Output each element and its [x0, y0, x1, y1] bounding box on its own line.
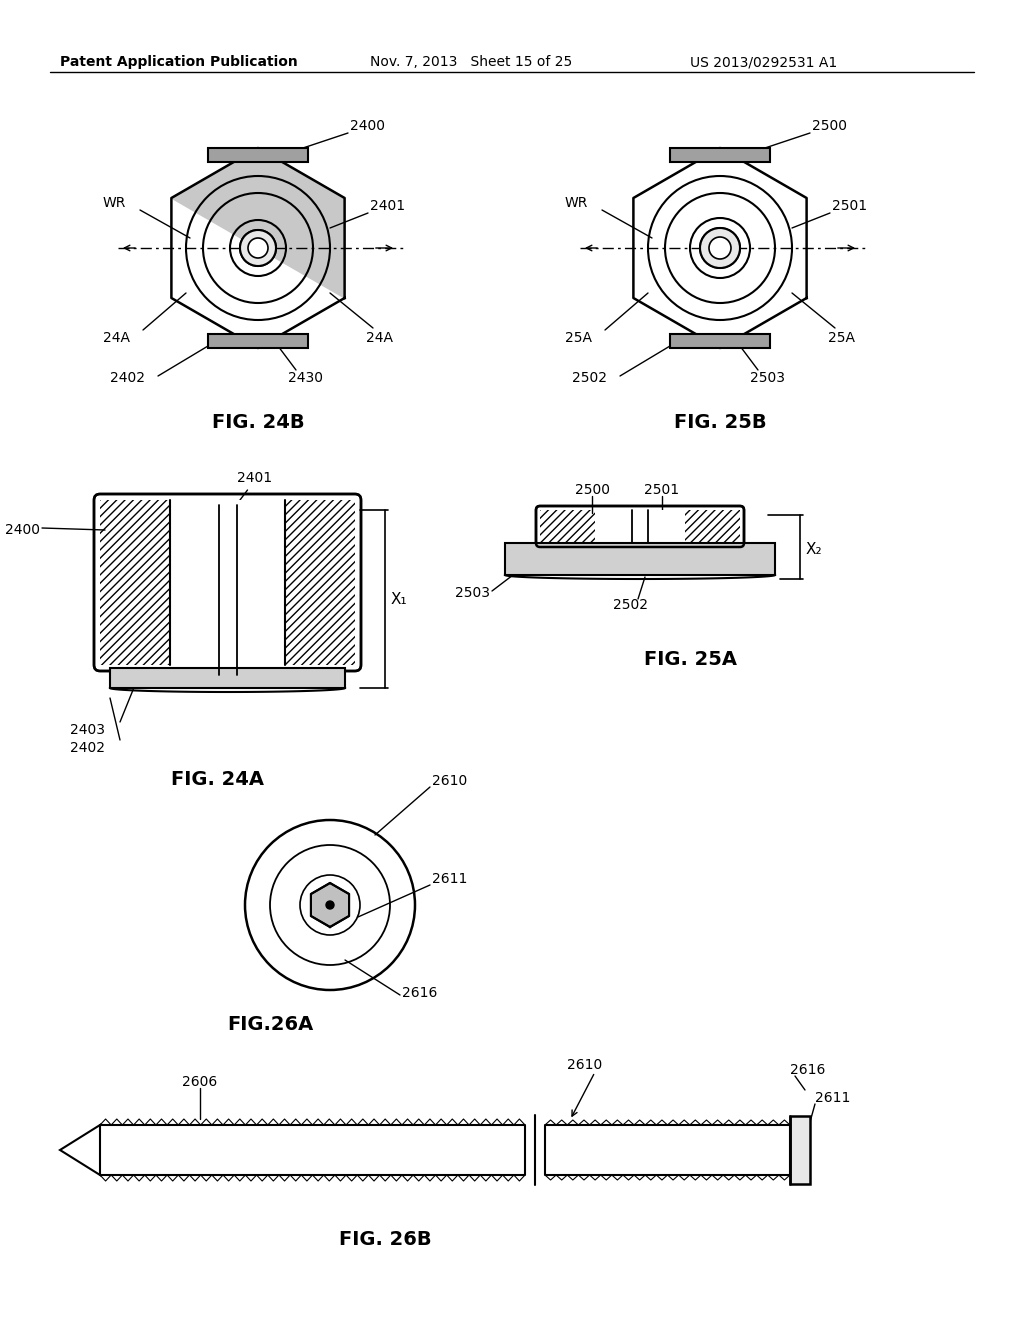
Text: FIG. 25B: FIG. 25B [674, 413, 766, 432]
Polygon shape [171, 148, 345, 298]
Text: 2606: 2606 [182, 1074, 218, 1089]
Text: 2501: 2501 [644, 483, 680, 498]
Text: WR: WR [565, 195, 589, 210]
Text: 2500: 2500 [574, 483, 609, 498]
Polygon shape [790, 1115, 810, 1184]
Text: 2616: 2616 [402, 986, 437, 1001]
Text: X₁: X₁ [391, 593, 408, 607]
Text: 2611: 2611 [815, 1092, 850, 1105]
Text: X₂: X₂ [806, 543, 822, 557]
Text: FIG.26A: FIG.26A [227, 1015, 313, 1034]
Bar [285, 500, 355, 665]
Circle shape [700, 228, 740, 268]
Text: 2502: 2502 [572, 371, 607, 385]
Circle shape [240, 230, 276, 267]
Polygon shape [60, 1125, 100, 1175]
Bar [100, 500, 170, 665]
Text: 2400: 2400 [350, 119, 385, 133]
Text: 2501: 2501 [831, 199, 867, 213]
Text: 2610: 2610 [567, 1059, 603, 1072]
Text: FIG. 24A: FIG. 24A [171, 770, 264, 789]
Text: 25A: 25A [565, 331, 592, 345]
Bar [685, 510, 740, 543]
Text: 24A: 24A [103, 331, 130, 345]
Text: 2503: 2503 [455, 586, 490, 601]
FancyBboxPatch shape [94, 494, 361, 671]
Text: US 2013/0292531 A1: US 2013/0292531 A1 [690, 55, 838, 69]
Text: 2430: 2430 [288, 371, 323, 385]
FancyBboxPatch shape [670, 148, 770, 162]
Text: 24A: 24A [366, 331, 393, 345]
FancyBboxPatch shape [536, 506, 744, 546]
Text: 2611: 2611 [432, 873, 467, 886]
Circle shape [248, 238, 268, 257]
Text: 2616: 2616 [790, 1063, 825, 1077]
Circle shape [709, 238, 731, 259]
Polygon shape [505, 543, 775, 576]
Text: 2500: 2500 [812, 119, 847, 133]
Polygon shape [525, 1117, 545, 1183]
Text: 2401: 2401 [370, 199, 406, 213]
Text: Nov. 7, 2013   Sheet 15 of 25: Nov. 7, 2013 Sheet 15 of 25 [370, 55, 572, 69]
FancyBboxPatch shape [208, 334, 308, 348]
Bar [540, 510, 595, 543]
Text: Patent Application Publication: Patent Application Publication [60, 55, 298, 69]
Text: 2502: 2502 [612, 598, 647, 612]
Bar [170, 500, 285, 665]
Text: WR: WR [103, 195, 126, 210]
FancyBboxPatch shape [208, 148, 308, 162]
Circle shape [326, 902, 334, 909]
Text: FIG. 26B: FIG. 26B [339, 1230, 431, 1249]
Text: 2403: 2403 [70, 723, 105, 737]
Text: 2503: 2503 [750, 371, 785, 385]
Bar [595, 510, 685, 543]
Polygon shape [110, 668, 345, 688]
FancyBboxPatch shape [670, 334, 770, 348]
Text: 2401: 2401 [238, 471, 272, 484]
Polygon shape [311, 883, 349, 927]
Text: 2400: 2400 [5, 523, 40, 537]
Text: FIG. 25A: FIG. 25A [643, 649, 736, 669]
Text: 2610: 2610 [432, 774, 467, 788]
Text: 2402: 2402 [110, 371, 145, 385]
Text: FIG. 24B: FIG. 24B [212, 413, 304, 432]
Text: 2402: 2402 [70, 741, 105, 755]
Text: 25A: 25A [828, 331, 855, 345]
